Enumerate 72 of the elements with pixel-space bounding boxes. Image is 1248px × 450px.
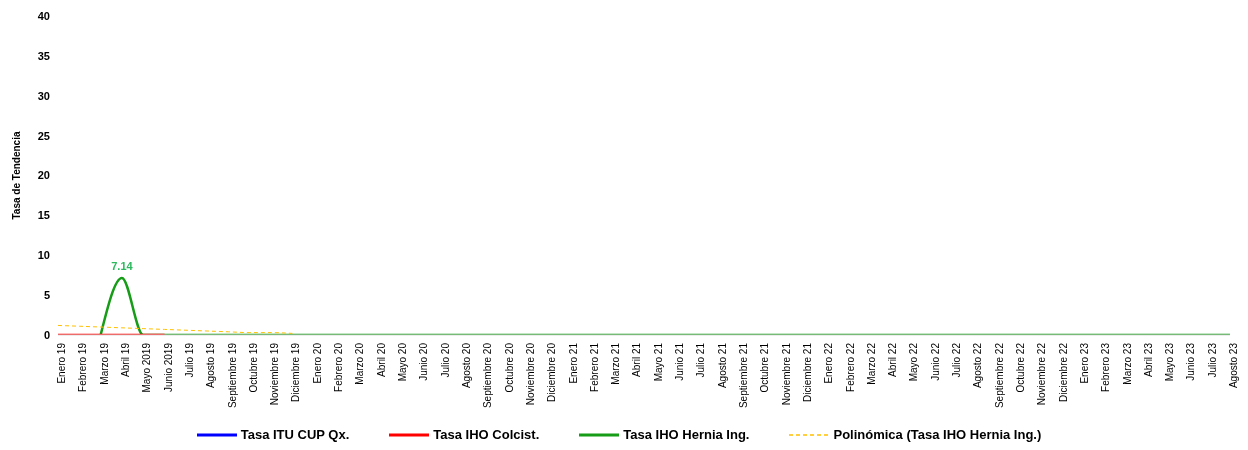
x-tick-label: Mayo 23 <box>1164 342 1176 382</box>
x-tick-label: Junio 22 <box>929 342 941 381</box>
x-tick-label: Septiembre 21 <box>737 342 749 409</box>
y-tick-label: 40 <box>37 9 50 22</box>
x-tick-label: Enero 19 <box>56 342 68 384</box>
x-tick-label: Enero 22 <box>823 342 835 384</box>
line-series <box>57 324 293 334</box>
x-tick-label: Agosto 19 <box>205 342 217 389</box>
y-tick-label: 0 <box>43 328 50 341</box>
x-tick-label: Febrero 20 <box>333 342 345 392</box>
x-tick-label: Enero 23 <box>1078 342 1090 384</box>
x-tick-label: Febrero 19 <box>77 342 89 392</box>
x-tick-label: Octubre 22 <box>1015 342 1027 393</box>
legend-label: Tasa ITU CUP Qx. <box>240 427 350 442</box>
x-tick-label: Febrero 23 <box>1100 342 1112 392</box>
x-tick-label: Junio 21 <box>674 342 686 381</box>
x-tick-label: Mayo 21 <box>652 342 664 382</box>
x-tick-label: Septiembre 20 <box>482 342 494 409</box>
y-axis-title: Tasa de Tendencia <box>10 131 22 220</box>
x-tick-label: Marzo 21 <box>610 342 622 385</box>
x-tick-label: Julio 22 <box>951 342 963 378</box>
y-tick-label: 15 <box>37 209 50 222</box>
x-tick-label: Julio 23 <box>1206 342 1218 378</box>
x-tick-label: Agosto 20 <box>460 342 472 389</box>
x-tick-label: Diciembre 19 <box>290 342 302 402</box>
x-tick-label: Abril 23 <box>1142 342 1154 377</box>
x-tick-label: Julio 20 <box>439 342 451 378</box>
x-tick-label: Junio 20 <box>418 342 430 381</box>
x-tick-label: Diciembre 21 <box>801 342 813 402</box>
x-tick-label: Agosto 23 <box>1228 342 1240 389</box>
x-tick-label: Junio 2019 <box>162 342 174 392</box>
x-tick-label: Diciembre 22 <box>1057 342 1069 402</box>
x-tick-label: Noviembre 19 <box>269 342 281 406</box>
x-tick-label: Junio 23 <box>1185 342 1197 381</box>
x-tick-label: Enero 20 <box>311 342 323 384</box>
x-tick-label: Octubre 21 <box>759 342 771 393</box>
x-tick-label: Noviembre 22 <box>1036 342 1048 406</box>
x-tick-label: Septiembre 19 <box>226 342 238 409</box>
x-tick-label: Agosto 21 <box>716 342 728 389</box>
x-tick-label: Octubre 19 <box>247 342 259 393</box>
x-tick-label: Mayo 20 <box>397 342 409 382</box>
y-tick-label: 25 <box>37 129 50 142</box>
x-tick-label: Marzo 23 <box>1121 342 1133 385</box>
x-tick-label: Noviembre 20 <box>524 342 536 406</box>
y-tick-label: 20 <box>37 169 50 182</box>
x-tick-label: Abril 20 <box>375 342 387 377</box>
x-tick-label: Marzo 19 <box>98 342 110 385</box>
x-tick-label: Enero 21 <box>567 342 579 384</box>
x-tick-label: Mayo 2019 <box>141 342 153 393</box>
x-tick-label: Mayo 22 <box>908 342 920 382</box>
y-tick-label: 35 <box>37 49 50 62</box>
x-tick-label: Abril 19 <box>120 342 132 377</box>
x-tick-label: Agosto 22 <box>972 342 984 389</box>
legend-label: Tasa IHO Hernia Ing. <box>623 427 750 442</box>
x-tick-label: Noviembre 21 <box>780 342 792 406</box>
y-tick-label: 5 <box>43 289 50 302</box>
x-tick-label: Abril 21 <box>631 342 643 377</box>
x-tick-label: Marzo 20 <box>354 342 366 385</box>
legend-label: Tasa IHO Colcist. <box>433 427 540 442</box>
x-tick-label: Marzo 22 <box>865 342 877 385</box>
x-tick-label: Octubre 20 <box>503 342 515 393</box>
x-tick-label: Febrero 22 <box>844 342 856 392</box>
y-tick-label: 30 <box>37 89 50 102</box>
x-tick-label: Julio 19 <box>183 342 195 378</box>
x-tick-label: Julio 21 <box>695 342 707 378</box>
legend-label: Polinómica (Tasa IHO Hernia Ing.) <box>833 427 1042 442</box>
data-label: 7.14 <box>111 260 134 273</box>
x-tick-label: Septiembre 22 <box>993 342 1005 409</box>
x-tick-label: Abril 22 <box>887 342 899 377</box>
x-tick-label: Diciembre 20 <box>546 342 558 402</box>
y-tick-label: 10 <box>37 249 50 262</box>
x-tick-label: Febrero 21 <box>588 342 600 392</box>
